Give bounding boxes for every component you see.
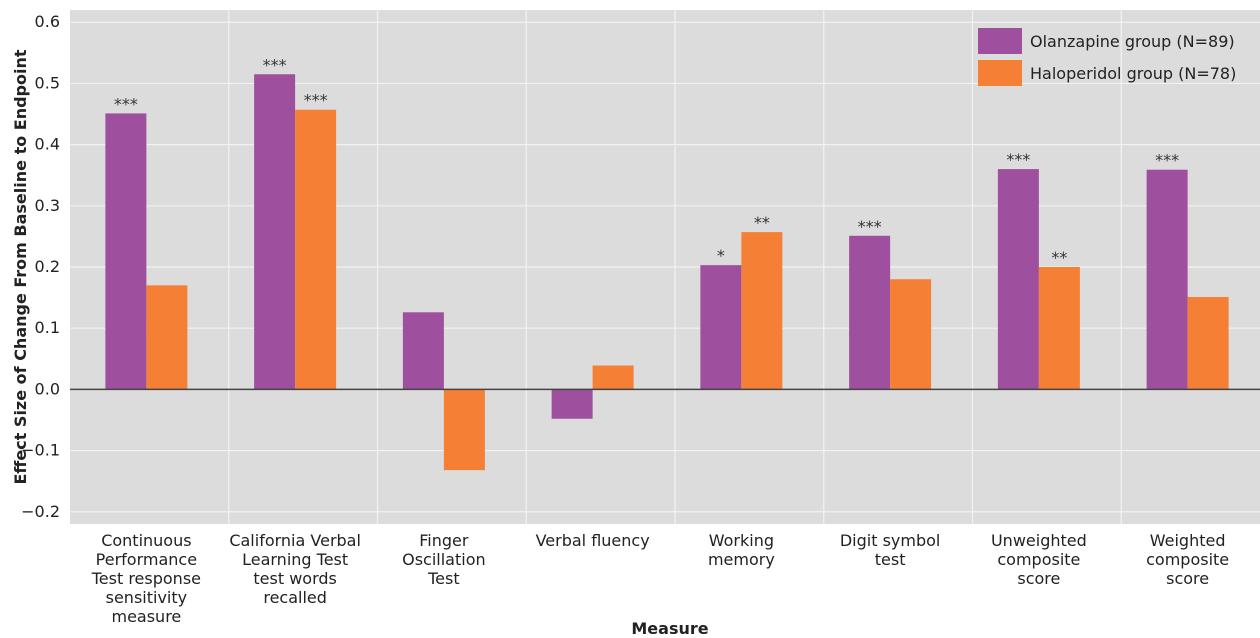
legend-swatch — [978, 60, 1022, 86]
bar-olanzapine-1 — [254, 74, 296, 390]
x-category-labels: Continuous Performance Test response sensit… — [91, 531, 1229, 626]
bar-olanzapine-0 — [105, 113, 147, 390]
bar-haloperidol-0 — [146, 285, 188, 390]
y-tick-label: 0.5 — [35, 73, 60, 92]
bar-haloperidol-5 — [890, 279, 932, 390]
x-category-label: Weighted composite score — [1146, 531, 1229, 588]
y-tick-labels: 0.6 0.5 0.4 0.3 0.2 0.1 0.0 −0.1 −0.2 — [21, 12, 60, 521]
significance-label: *** — [1006, 150, 1030, 169]
x-category-label: California Verbal Learning Test test words… — [229, 531, 361, 607]
x-category-label: Digit symbol test — [840, 531, 941, 569]
significance-label: *** — [1155, 151, 1179, 170]
x-axis-title: Measure — [631, 619, 708, 638]
significance-label: ** — [1051, 248, 1067, 267]
bar-haloperidol-3 — [592, 365, 634, 390]
significance-label: *** — [858, 217, 882, 236]
x-category-label: Verbal fluency — [536, 531, 650, 550]
bar-olanzapine-7 — [1146, 169, 1188, 390]
bar-haloperidol-4 — [741, 232, 783, 390]
y-tick-label: 0.4 — [35, 135, 60, 154]
bar-olanzapine-4 — [700, 265, 742, 390]
y-tick-label: 0.3 — [35, 196, 60, 215]
bar-haloperidol-1 — [295, 109, 337, 390]
y-tick-label: 0.2 — [35, 257, 60, 276]
significance-label: *** — [304, 91, 328, 110]
bar-olanzapine-6 — [997, 169, 1039, 390]
legend: Olanzapine group (N=89) Haloperidol group… — [978, 28, 1236, 86]
bar-haloperidol-2 — [443, 389, 485, 471]
bar-haloperidol-7 — [1187, 296, 1229, 390]
bars — [105, 74, 1229, 471]
y-tick-label: −0.2 — [21, 502, 60, 521]
bar-olanzapine-3 — [551, 389, 593, 419]
bar-haloperidol-6 — [1038, 267, 1080, 390]
y-tick-label: −0.1 — [21, 441, 60, 460]
significance-labels: ************* ********** — [114, 55, 1179, 267]
significance-label: ** — [754, 213, 770, 232]
legend-swatch — [978, 28, 1022, 54]
y-tick-label: 0.6 — [35, 12, 60, 31]
significance-label: *** — [263, 55, 287, 74]
y-tick-label: 0.1 — [35, 318, 60, 337]
significance-label: * — [717, 246, 725, 265]
bar-olanzapine-5 — [849, 235, 891, 390]
x-category-label: Unweighted composite score — [991, 531, 1087, 588]
significance-label: *** — [114, 94, 138, 113]
x-category-label: Finger Oscillation Test — [402, 531, 486, 588]
x-category-label: Continuous Performance Test response sensit… — [91, 531, 201, 626]
x-category-label: Working memory — [708, 531, 775, 569]
legend-label: Haloperidol group (N=78) — [1030, 64, 1236, 83]
y-axis-title: Effect Size of Change From Baseline to E… — [11, 49, 30, 484]
legend-label: Olanzapine group (N=89) — [1030, 32, 1235, 51]
bar-olanzapine-2 — [402, 312, 444, 390]
y-tick-label: 0.0 — [35, 379, 60, 398]
